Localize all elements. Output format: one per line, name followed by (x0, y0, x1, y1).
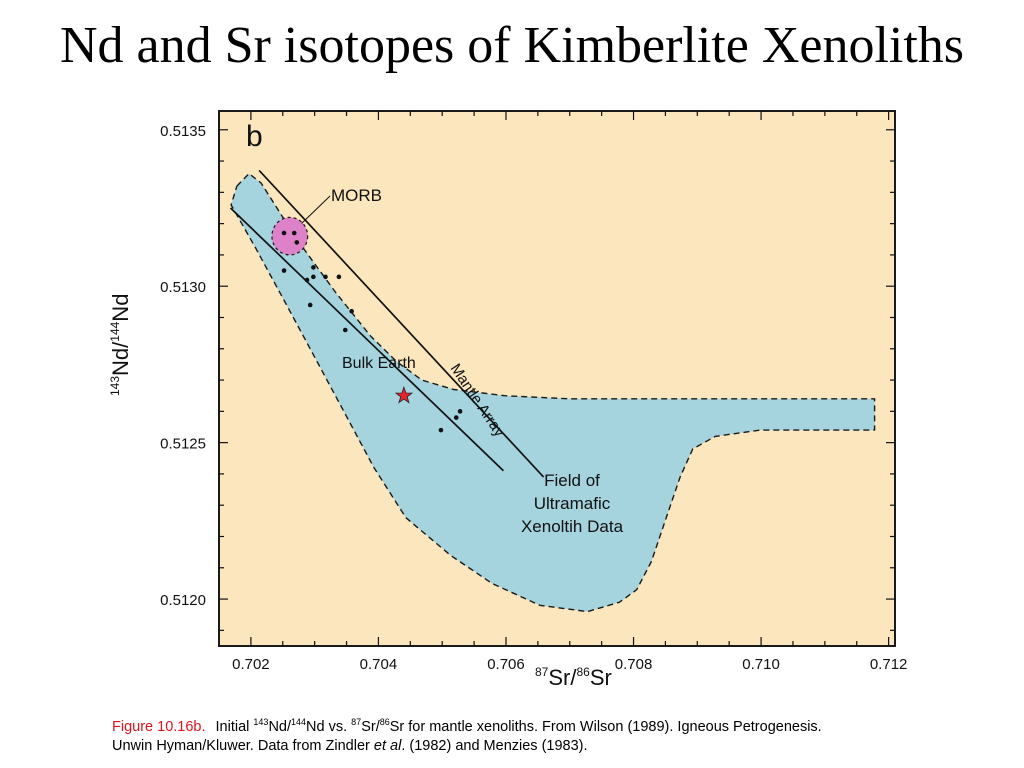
field-label-line: Ultramafic (534, 494, 611, 513)
morb-leader-line (301, 195, 331, 224)
data-point (281, 230, 287, 236)
data-point (438, 427, 444, 433)
caption-text: Nd/ (268, 718, 292, 735)
data-point (307, 302, 313, 308)
morb-label: MORB (331, 186, 382, 205)
x-tick-label: 0.704 (360, 656, 398, 673)
caption-text: Nd vs. (306, 718, 352, 735)
plot-frame (218, 110, 896, 647)
figure-caption: Figure 10.16b. Initial 143Nd/144Nd vs. 87… (112, 713, 992, 756)
mantle-array-line (229, 207, 505, 472)
x-tick-label: 0.702 (232, 656, 270, 673)
data-point (453, 415, 459, 420)
y-tick-label: 0.5120 (160, 592, 206, 609)
caption-text: Sr/ (361, 718, 380, 735)
caption-text: Initial (215, 718, 254, 735)
panel-label: b (246, 120, 263, 153)
caption-text: Unwin Hyman/Kluwer. Data from Zindler (112, 737, 374, 754)
caption-sup: 143 (253, 717, 269, 727)
x-tick-label: 0.710 (742, 656, 780, 673)
figure-number: Figure 10.16b. (112, 718, 206, 735)
x-axis-title: 87Sr/86Sr (535, 665, 612, 690)
data-point (311, 274, 316, 280)
caption-sup: 86 (379, 717, 390, 727)
data-point (457, 409, 463, 414)
bulk-earth-star (394, 385, 414, 404)
data-point (342, 327, 348, 333)
data-point (336, 274, 342, 280)
y-tick-label: 0.5130 (160, 279, 206, 296)
field-label-line: Xenoltih Data (521, 517, 624, 536)
y-axis-title: 143Nd/144Nd (108, 294, 133, 396)
y-tick-label: 0.5135 (160, 123, 206, 140)
caption-text: . (1982) and Menzies (1983). (401, 737, 588, 754)
ultramafic-field (230, 172, 876, 613)
y-tick-label: 0.5125 (160, 436, 206, 453)
field-label-line: Field of (544, 471, 600, 490)
x-tick-label: 0.708 (615, 656, 653, 673)
x-tick-label: 0.712 (870, 656, 908, 673)
data-point (311, 265, 316, 270)
caption-sup: 87 (351, 717, 362, 727)
x-tick-label: 0.706 (487, 656, 525, 673)
data-point (294, 240, 300, 245)
caption-text: Sr for mantle xenoliths. From Wilson (19… (389, 718, 822, 735)
mantle-array-line (258, 169, 545, 478)
caption-sup: 144 (291, 717, 307, 727)
morb-field (271, 216, 309, 256)
data-point (291, 230, 297, 236)
data-point (281, 268, 287, 273)
data-point (323, 274, 328, 280)
caption-italic: et al (373, 737, 402, 754)
data-point (349, 308, 354, 314)
data-point (304, 277, 310, 283)
bulk-earth-label: Bulk Earth (342, 355, 416, 372)
slide-title: Nd and Sr isotopes of Kimberlite Xenolit… (59, 17, 965, 74)
